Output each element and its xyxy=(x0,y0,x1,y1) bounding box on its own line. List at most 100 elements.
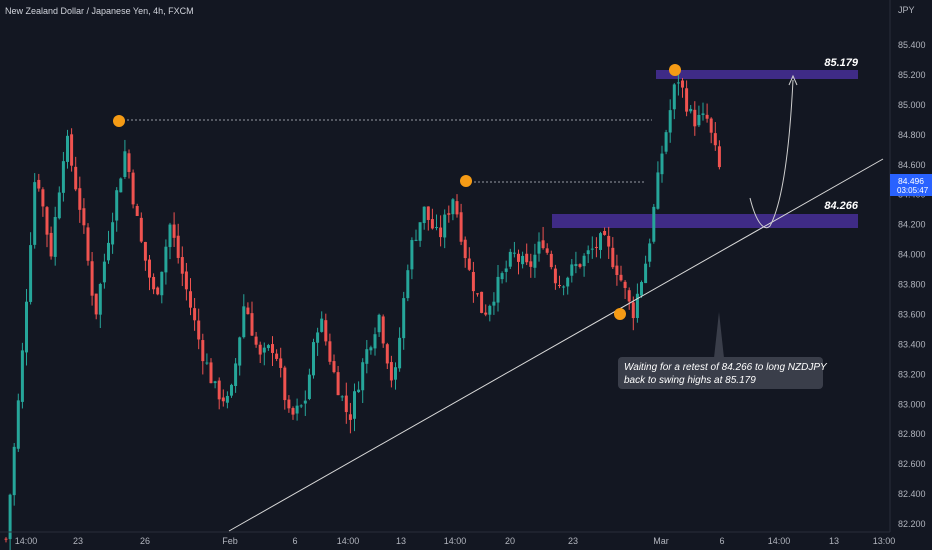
candle-body xyxy=(406,270,410,299)
candle-body xyxy=(467,258,471,270)
candle-body xyxy=(447,213,451,215)
candle-body xyxy=(541,240,545,249)
candle-body xyxy=(123,151,127,177)
time-tick-label: 14:00 xyxy=(768,536,791,546)
candle-body xyxy=(148,259,151,278)
candle-body xyxy=(365,349,369,364)
candle-body xyxy=(443,214,447,238)
candle-body xyxy=(33,182,37,245)
candle-body xyxy=(357,389,361,393)
candle-body xyxy=(295,405,299,414)
candle-body xyxy=(414,239,418,241)
candle-body xyxy=(180,257,184,274)
candle-body xyxy=(369,347,373,351)
callout-box[interactable] xyxy=(618,357,823,389)
candle-body xyxy=(586,250,590,255)
swing-marker-low[interactable] xyxy=(614,308,626,320)
candle-body xyxy=(344,395,348,413)
candle-body xyxy=(619,274,623,281)
candle-body xyxy=(82,208,86,226)
candle-body xyxy=(197,320,201,340)
candle-body xyxy=(594,246,598,248)
candle-body xyxy=(631,302,635,319)
candle-body xyxy=(512,252,516,254)
candle-body xyxy=(451,199,455,215)
candle-body xyxy=(25,301,28,353)
candle-body xyxy=(279,358,283,368)
candle-body xyxy=(324,320,328,342)
candle-body xyxy=(201,340,205,362)
candle-body xyxy=(4,538,8,540)
candle-body xyxy=(57,192,61,219)
candle-body xyxy=(111,222,115,245)
time-tick-label: 6 xyxy=(719,536,724,546)
candle-body xyxy=(234,363,238,386)
time-tick-label: 13 xyxy=(829,536,839,546)
candle-body xyxy=(221,397,225,402)
candle-body xyxy=(332,361,336,373)
candle-body xyxy=(537,241,541,254)
support-zone[interactable] xyxy=(552,214,858,228)
swing-marker-jan[interactable] xyxy=(113,115,125,127)
candle-body xyxy=(143,241,147,261)
candle-body xyxy=(488,305,492,315)
candle-body xyxy=(205,362,209,364)
projected-path xyxy=(749,79,794,229)
candle-body xyxy=(119,178,123,193)
candle-body xyxy=(496,276,500,303)
swing-marker-mar[interactable] xyxy=(669,64,681,76)
candle-body xyxy=(553,268,557,284)
support-zone-label: 84.266 xyxy=(824,200,859,212)
projection-arrowhead xyxy=(788,74,798,86)
candle-body xyxy=(611,247,615,268)
candle-body xyxy=(156,287,160,295)
ascending-trendline[interactable] xyxy=(228,158,884,532)
current-price-countdown: 03:05:47 xyxy=(897,186,929,195)
candle-body xyxy=(439,227,443,238)
candle-body xyxy=(189,291,192,308)
time-tick-label: 14:00 xyxy=(337,536,360,546)
time-tick-label: 6 xyxy=(292,536,297,546)
symbol-title[interactable]: New Zealand Dollar / Japanese Yen, 4h, F… xyxy=(5,6,194,16)
swing-marker-feb[interactable] xyxy=(460,175,472,187)
time-tick-label: 26 xyxy=(140,536,150,546)
candle-body xyxy=(70,134,74,166)
candle-body xyxy=(160,271,164,296)
price-tick-label: 83.400 xyxy=(898,339,926,349)
candle-body xyxy=(29,245,33,302)
candle-body xyxy=(697,114,701,126)
candle-body xyxy=(176,235,180,258)
candle-body xyxy=(492,301,496,306)
price-tick-label: 85.200 xyxy=(898,70,926,80)
candle-body xyxy=(287,399,291,409)
resistance-zone[interactable] xyxy=(656,70,858,79)
candle-body xyxy=(533,254,537,268)
candle-body xyxy=(49,232,53,257)
candle-body xyxy=(640,282,643,296)
candle-body xyxy=(12,446,16,496)
price-tick-label: 84.000 xyxy=(898,250,926,260)
candle-body xyxy=(426,206,430,220)
candle-body xyxy=(361,362,365,391)
candle-body xyxy=(316,332,320,343)
candle-body xyxy=(353,391,356,419)
time-axis[interactable]: 14:00 23 26 Feb 6 14:00 13 14:00 20 23 Mar 6 14:00 13… xyxy=(15,536,896,546)
candle-body xyxy=(389,362,393,381)
candle-body xyxy=(705,114,709,119)
candle-body xyxy=(430,219,434,229)
time-tick-label: 23 xyxy=(73,536,83,546)
price-tick-label: 83.200 xyxy=(898,369,926,379)
candle-body xyxy=(377,314,381,333)
candle-body xyxy=(574,264,578,267)
candle-body xyxy=(435,227,438,229)
candle-body xyxy=(303,400,307,404)
callout-pointer xyxy=(714,312,724,358)
candle-body xyxy=(299,405,303,407)
price-tick-label: 82.200 xyxy=(898,519,926,529)
candle-body xyxy=(115,190,119,221)
candle-body xyxy=(238,337,242,366)
candle-body xyxy=(476,293,479,295)
candle-body xyxy=(570,264,574,276)
